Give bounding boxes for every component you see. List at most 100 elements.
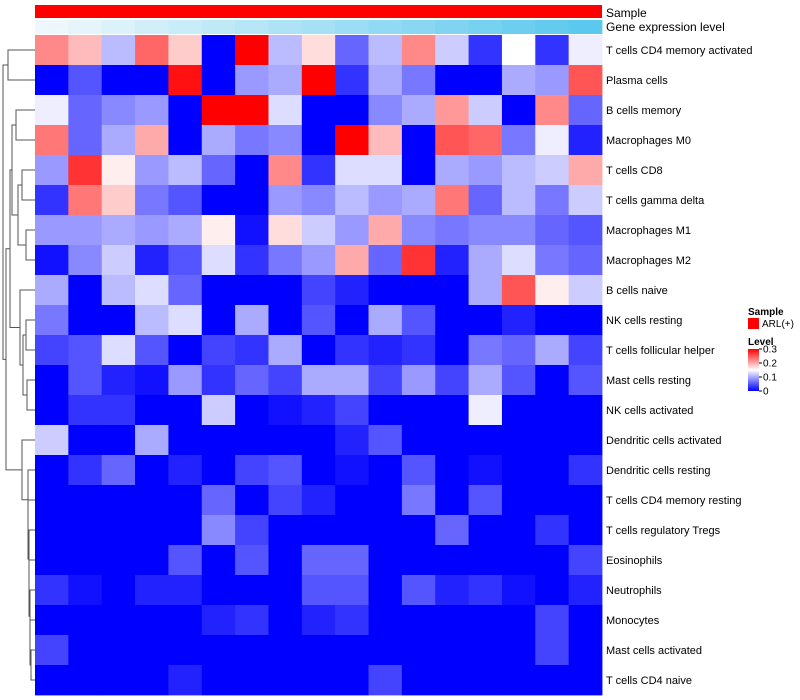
heat-cell: [201, 65, 236, 96]
heat-cell: [135, 275, 169, 306]
row-label: Eosinophils: [606, 555, 663, 567]
heat-cell: [535, 365, 570, 396]
heat-cell: [235, 335, 269, 366]
heat-cell: [335, 665, 369, 696]
heat-cell: [235, 605, 269, 636]
heat-cell: [501, 125, 536, 156]
heat-cell: [168, 185, 203, 216]
dendrogram-branch: [21, 169, 35, 201]
heat-cell: [335, 455, 369, 486]
heat-cell: [535, 665, 570, 696]
row-label: Mast cells resting: [606, 375, 691, 387]
heat-cell: [535, 155, 570, 186]
heat-cell: [401, 425, 436, 456]
heat-cell: [435, 575, 469, 606]
heat-cell: [468, 515, 503, 546]
heat-cell: [168, 635, 203, 666]
heat-cell: [68, 485, 103, 516]
heat-cell: [301, 545, 336, 576]
heat-cell: [268, 215, 303, 246]
heat-cell: [568, 35, 603, 66]
heat-cell: [201, 215, 236, 246]
heat-cell: [35, 245, 69, 276]
heat-cell: [501, 155, 536, 186]
heat-cell: [501, 575, 536, 606]
heat-cell: [35, 275, 69, 306]
heat-cell: [301, 305, 336, 336]
heat-cell: [35, 335, 69, 366]
row-label: NK cells resting: [606, 315, 682, 327]
heat-cell: [235, 455, 269, 486]
heat-cell: [435, 335, 469, 366]
heat-cell: [301, 425, 336, 456]
heat-cell: [135, 605, 169, 636]
heat-cell: [168, 125, 203, 156]
legend: Sample ARL(+) Level 0.3 0.2 0.1 0: [748, 307, 794, 398]
heat-cell: [435, 275, 469, 306]
heat-cell: [201, 335, 236, 366]
heat-cell: [268, 545, 303, 576]
heat-cell: [501, 185, 536, 216]
heat-cell: [101, 425, 136, 456]
heat-cell: [235, 35, 269, 66]
heat-cell: [435, 455, 469, 486]
heat-cell: [535, 605, 570, 636]
heat-cell: [168, 35, 203, 66]
heat-cell: [68, 455, 103, 486]
heat-cell: [168, 215, 203, 246]
heat-cell: [368, 335, 403, 366]
heat-cell: [368, 515, 403, 546]
dendrogram-branch: [27, 469, 35, 530]
heat-cell: [535, 275, 570, 306]
heat-cell: [368, 665, 403, 696]
heat-cell: [101, 65, 136, 96]
heat-cell: [201, 395, 236, 426]
heat-cell: [568, 335, 603, 366]
dendrogram-branch: [29, 589, 35, 643]
heat-cell: [468, 95, 503, 126]
heat-cell: [535, 35, 570, 66]
heat-cell: [168, 515, 203, 546]
heat-cell: [335, 575, 369, 606]
heat-cell: [468, 605, 503, 636]
heat-cell: [68, 335, 103, 366]
heat-cell: [401, 455, 436, 486]
heat-cell: [201, 665, 236, 696]
heat-cell: [401, 485, 436, 516]
heat-cell: [435, 305, 469, 336]
legend-color-ramp: [748, 349, 759, 391]
heat-cell: [435, 605, 469, 636]
row-label: T cells regulatory Tregs: [606, 525, 721, 537]
heat-cell: [435, 545, 469, 576]
heat-cell: [101, 215, 136, 246]
legend-swatch-arl: [748, 318, 759, 329]
heat-cell: [401, 95, 436, 126]
heat-cell: [435, 185, 469, 216]
heat-cell: [201, 605, 236, 636]
heat-cell: [335, 125, 369, 156]
heat-cell: [168, 245, 203, 276]
heat-cell: [335, 515, 369, 546]
heat-cell: [335, 635, 369, 666]
heat-cell: [435, 35, 469, 66]
heat-cell: [135, 425, 169, 456]
heat-cell: [68, 215, 103, 246]
heat-cell: [301, 125, 336, 156]
heat-cell: [35, 155, 69, 186]
heat-cell: [335, 65, 369, 96]
heat-cell: [501, 515, 536, 546]
heat-cell: [468, 455, 503, 486]
heat-cell: [101, 395, 136, 426]
heat-cell: [135, 365, 169, 396]
annotation-cell-gene-expression: [68, 20, 103, 34]
dendrogram-branch: [26, 379, 35, 411]
row-dendrogram: [2, 49, 35, 681]
heat-cell: [535, 185, 570, 216]
heat-cell: [501, 275, 536, 306]
heat-cell: [68, 575, 103, 606]
heat-cell: [268, 35, 303, 66]
heat-cell: [235, 245, 269, 276]
heat-cell: [68, 395, 103, 426]
heat-cell: [535, 635, 570, 666]
heat-cell: [568, 605, 603, 636]
